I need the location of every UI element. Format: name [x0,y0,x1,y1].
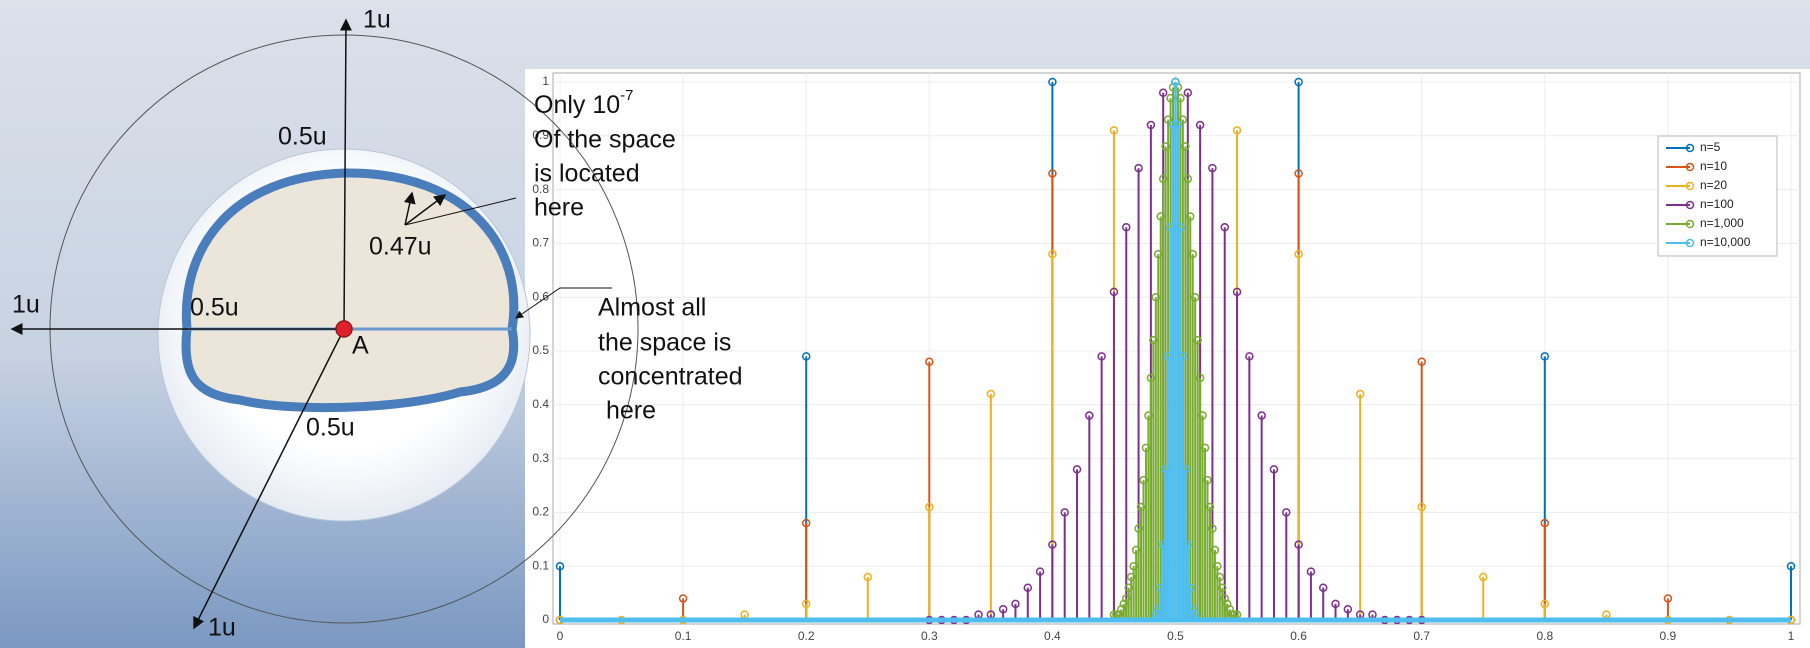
label: 0.47u [369,233,432,261]
x-tick-label: 1 [1788,629,1795,643]
note-line: Of the space [534,126,676,154]
note-line: the space is [598,329,731,357]
x-tick-label: 0.3 [921,629,938,643]
note-exponent: -7 [620,87,633,104]
y-tick-label: 0.1 [532,558,549,572]
y-tick-label: 0.7 [532,236,549,250]
legend-label: n=5 [1700,140,1721,154]
y-tick-label: 0 [542,612,549,626]
note-text: Only 10 [534,91,620,119]
x-tick-label: 0.8 [1536,629,1553,643]
half-shell [186,173,514,408]
legend-label: n=10,000 [1700,235,1751,249]
x-tick-label: 0.9 [1660,629,1677,643]
note-line: here [606,397,656,425]
note-line: is located [534,160,640,188]
note-line: Almost all [598,294,706,322]
y-tick-label: 0.4 [532,397,549,411]
x-tick-label: 0.6 [1290,629,1307,643]
label: 1u [12,291,40,319]
note-line: here [534,194,584,222]
x-tick-label: 0.7 [1413,629,1430,643]
note-line: concentrated [598,363,743,391]
label: 1u [208,614,236,642]
legend-label: n=1,000 [1700,216,1744,230]
x-tick-label: 0.1 [675,629,692,643]
y-tick-label: 0.5 [532,343,549,357]
legend-label: n=20 [1700,178,1727,192]
chart: 0 0.1 0.2 0.3 0.4 0.5 0.6 0.7 0.8 0.9 1 0 0.1 0.2 0.3 0… [532,73,1800,643]
y-tick-label: 0.3 [532,451,549,465]
page: {"diagram": { "labels": ["1u", "0.5u", "… [0,0,1810,648]
x-tick-label: 0.5 [1167,629,1184,643]
legend-label: n=10 [1700,159,1727,173]
label: A [352,332,369,360]
y-tick-label: 0.2 [532,505,549,519]
y-tick-label: 1 [542,74,549,88]
x-tick-label: 0 [557,629,564,643]
x-tick-label: 0.4 [1044,629,1061,643]
legend-label: n=100 [1700,197,1734,211]
label: 0.5u [278,123,327,151]
x-tick-label: 0.2 [798,629,815,643]
note-line: Only 10-7 [534,87,634,119]
point-a [336,321,352,337]
label: 0.5u [306,414,355,442]
label: 1u [363,6,391,34]
slide: 0 0.1 0.2 0.3 0.4 0.5 0.6 0.7 0.8 0.9 1 0 0.1 0.2 0.3 0… [0,0,1810,648]
label: 0.5u [190,294,239,322]
